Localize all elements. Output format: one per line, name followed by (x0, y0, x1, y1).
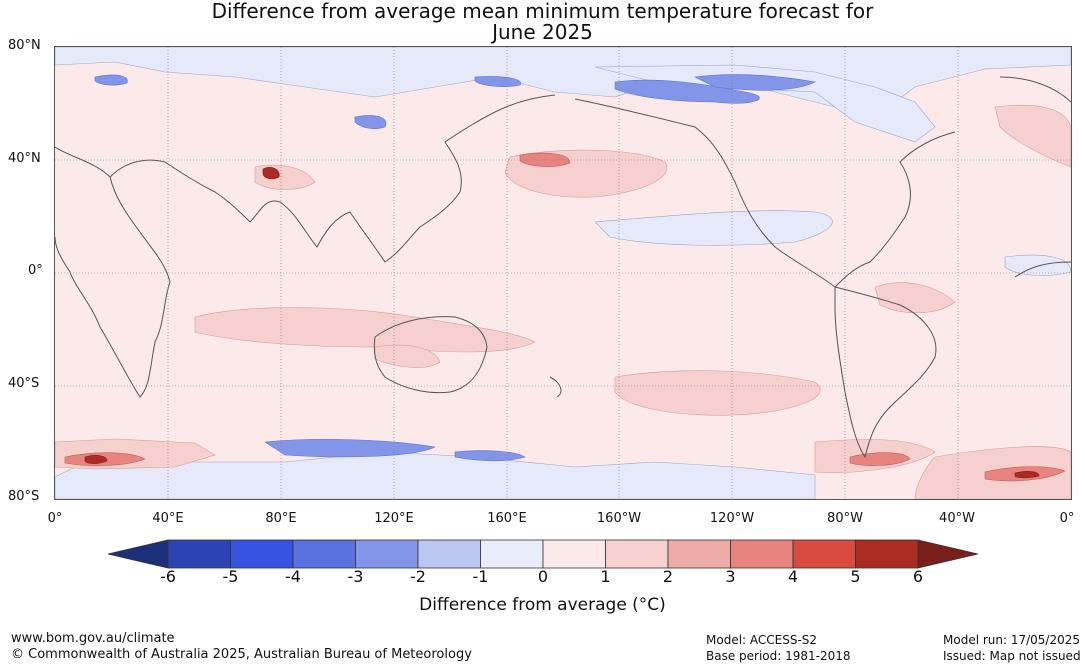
lon-label-120e: 120°E (374, 511, 414, 526)
colorbar-segment (855, 539, 919, 569)
colorbar-tick-label: -1 (472, 567, 489, 586)
footer-model-run: Model run: 17/05/2025 (943, 633, 1081, 647)
colorbar-segment (417, 539, 481, 569)
colorbar-extend-high (917, 539, 979, 569)
colorbar-tick-label: 1 (600, 567, 611, 586)
lon-label-160w: 160°W (596, 511, 642, 526)
colorbar-extend-low (107, 539, 169, 569)
colorbar-segment (230, 539, 294, 569)
colorbar-tick-label: 5 (850, 567, 861, 586)
map-title-line1: Difference from average mean minimum tem… (211, 0, 874, 23)
strong-cool-anomaly-regions (94, 74, 816, 462)
lat-label-80s: 80°S (8, 489, 40, 504)
lon-label-40w: 40°W (939, 511, 975, 526)
colorbar-segment (667, 539, 731, 569)
lat-label-40s: 40°S (8, 376, 40, 391)
cool-anomaly-regions (55, 47, 1071, 499)
colorbar-segment (792, 539, 856, 569)
colorbar-segment (167, 539, 231, 569)
extreme-warm-anomaly-regions (84, 167, 1040, 479)
colorbar-tick-label: 6 (912, 567, 924, 586)
colorbar-segment (355, 539, 419, 569)
colorbar-segment (480, 539, 544, 569)
colorbar-tick-label: -5 (222, 567, 239, 586)
forecast-map (54, 46, 1072, 500)
graticule (55, 47, 1071, 499)
colorbar-segment (292, 539, 356, 569)
colorbar (107, 539, 979, 569)
footer-copyright: © Commonwealth of Australia 2025, Austra… (11, 647, 472, 662)
warm-anomaly-regions (55, 104, 1071, 499)
lon-label-80w: 80°W (827, 511, 863, 526)
footer-issued: Issued: Map not issued (943, 649, 1081, 663)
colorbar-tick-label: 4 (787, 567, 799, 586)
colorbar-segment (605, 539, 669, 569)
colorbar-svg (107, 539, 979, 569)
lon-label-0: 0° (47, 511, 63, 526)
lat-label-40n: 40°N (8, 151, 41, 166)
colorbar-tick-label: -2 (410, 567, 426, 586)
lat-label-equator: 0° (28, 263, 43, 278)
anomaly-map-svg (55, 47, 1071, 499)
colorbar-segment (730, 539, 794, 569)
lon-label-80e: 80°E (265, 511, 297, 526)
lon-label-40e: 40°E (152, 511, 184, 526)
colorbar-tick-label: -3 (347, 567, 364, 586)
lat-label-80n: 80°N (8, 38, 41, 53)
lon-label-120w: 120°W (709, 511, 755, 526)
footer-website: www.bom.gov.au/climate (11, 631, 175, 646)
colorbar-tick-label: -4 (285, 567, 301, 586)
colorbar-tick-label: 3 (725, 567, 736, 586)
footer-base-period: Base period: 1981-2018 (706, 649, 851, 663)
colorbar-tick-label: 2 (662, 567, 674, 586)
colorbar-tick-label: 0 (537, 567, 549, 586)
colorbar-label: Difference from average (°C) (419, 595, 666, 615)
lon-label-160e: 160°E (487, 511, 527, 526)
colorbar-segment (542, 539, 606, 569)
lon-label-0-right: 0° (1059, 511, 1075, 526)
map-title-line2: June 2025 (492, 20, 593, 44)
coastlines (55, 76, 1071, 459)
footer-model: Model: ACCESS-S2 (706, 633, 818, 647)
colorbar-tick-label: -6 (160, 567, 176, 586)
